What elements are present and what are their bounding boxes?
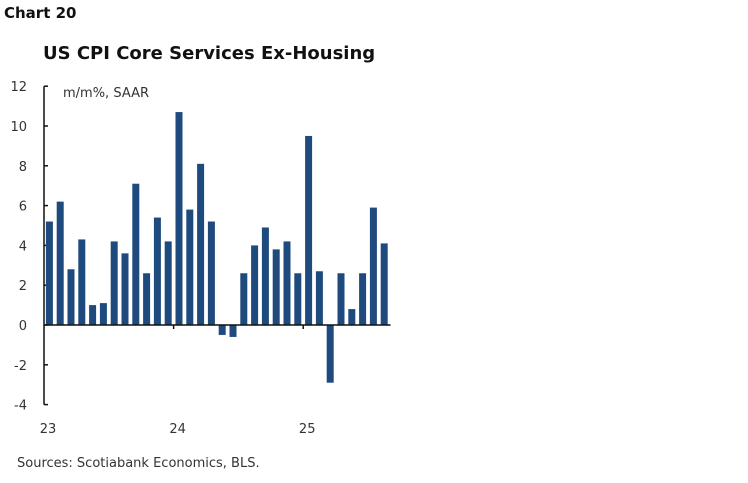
bar — [110, 241, 118, 325]
chart-title: US CPI Core Services Ex-Housing — [43, 43, 376, 64]
bar — [294, 273, 302, 325]
chart-label: Chart 20 — [4, 4, 77, 22]
bar — [315, 271, 323, 325]
y-tick-label: 4 — [19, 239, 27, 254]
bar — [348, 309, 356, 325]
y-tick-label: 2 — [19, 279, 27, 294]
bar — [272, 249, 280, 325]
bar — [359, 273, 367, 325]
bar — [326, 325, 334, 383]
bar — [305, 135, 313, 325]
x-tick-label: 23 — [40, 422, 57, 437]
bar — [261, 227, 269, 325]
bar — [67, 269, 75, 325]
source-note: Sources: Scotiabank Economics, BLS. — [17, 456, 260, 471]
bar — [229, 325, 237, 337]
y-tick-label: 8 — [19, 160, 27, 175]
bar — [153, 217, 161, 325]
bar — [99, 303, 107, 325]
y-tick-label: 10 — [10, 120, 27, 135]
y-tick-label: 0 — [19, 319, 27, 334]
bar — [207, 221, 215, 325]
bar — [240, 273, 248, 325]
bar — [89, 305, 97, 325]
bar — [121, 253, 129, 325]
bar — [164, 241, 172, 325]
bar — [186, 209, 194, 325]
x-tick-label: 24 — [169, 422, 186, 437]
bar — [78, 239, 86, 325]
bar — [175, 112, 183, 325]
x-tick-label: 25 — [299, 422, 316, 437]
bar — [369, 207, 377, 325]
bar — [132, 183, 140, 325]
bar — [143, 273, 151, 325]
bar — [56, 201, 64, 325]
bar — [380, 243, 388, 325]
bar — [337, 273, 345, 325]
y-tick-label: -2 — [14, 359, 27, 374]
bar — [251, 245, 259, 325]
bar — [283, 241, 291, 325]
bar — [197, 163, 205, 325]
y-tick-label: 12 — [10, 80, 27, 95]
bar — [45, 221, 53, 325]
y-tick-label: -4 — [14, 399, 27, 414]
y-axis-label: m/m%, SAAR — [63, 86, 149, 101]
y-tick-label: 6 — [19, 200, 27, 215]
bar — [218, 325, 226, 335]
